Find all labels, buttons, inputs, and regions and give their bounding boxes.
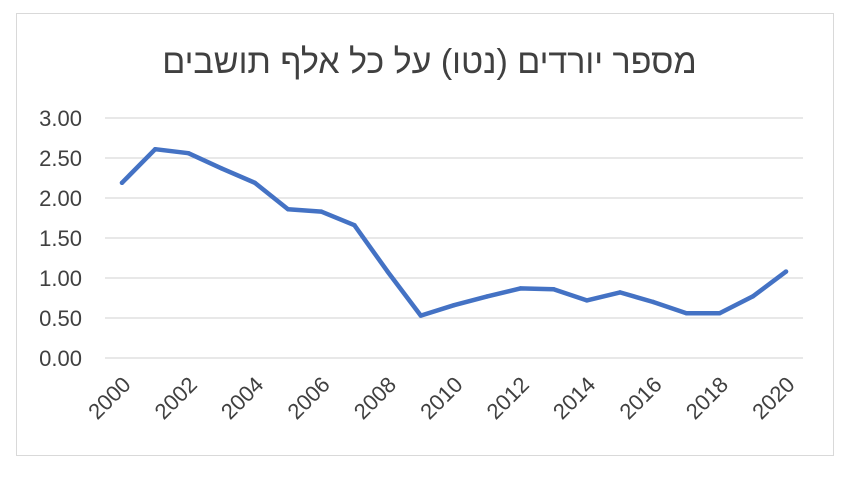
x-tick-label: 2000	[83, 372, 135, 424]
y-tick-label: 1.50	[39, 226, 82, 251]
x-tick-label: 2018	[681, 372, 733, 424]
data-point-2018	[717, 311, 722, 316]
data-point-2016	[651, 299, 656, 305]
data-points	[119, 147, 789, 318]
data-point-2008	[385, 269, 390, 274]
data-point-2011	[485, 294, 490, 299]
data-point-2005	[285, 207, 291, 212]
data-point-2000	[119, 180, 125, 185]
y-tick-label: 0.00	[39, 346, 82, 371]
data-point-2007	[352, 223, 357, 228]
data-point-2002	[186, 151, 191, 156]
data-point-2006	[319, 209, 324, 214]
x-tick-label: 2016	[614, 372, 666, 424]
y-tick-label: 3.00	[39, 106, 82, 131]
data-point-2013	[551, 287, 556, 292]
y-tick-label: 2.00	[39, 186, 82, 211]
data-point-2009	[418, 313, 423, 318]
x-axis-tick-labels: 2000 2002 2004 2006 2008 2010 2012 2014 2016 2018…	[83, 372, 799, 424]
y-tick-label: 2.50	[39, 146, 82, 171]
x-tick-label: 2012	[482, 372, 534, 424]
x-tick-label: 2006	[282, 372, 334, 424]
data-point-2019	[750, 294, 755, 299]
data-point-2015	[617, 290, 623, 295]
x-tick-label: 2008	[349, 372, 401, 424]
y-axis-tick-labels: 0.00 0.50 1.00 1.50 2.00 2.50 3.00	[39, 106, 82, 371]
data-point-2020	[783, 269, 789, 274]
data-point-2010	[451, 303, 457, 308]
gridlines	[105, 117, 803, 359]
x-tick-label: 2002	[150, 372, 202, 424]
data-point-2017	[684, 311, 689, 316]
x-tick-label: 2020	[747, 372, 799, 424]
chart-frame	[16, 13, 834, 456]
y-tick-label: 0.50	[39, 306, 82, 331]
data-point-2012	[518, 286, 523, 291]
x-tick-label: 2014	[548, 372, 600, 424]
data-point-2001	[153, 147, 158, 152]
y-tick-label: 1.00	[39, 266, 82, 291]
x-tick-label: 2004	[216, 372, 268, 424]
series-line	[119, 146, 789, 318]
data-point-2004	[252, 180, 257, 185]
chart-title: מספר יורדים (נטו) על כל אלף תושבים	[162, 43, 697, 81]
x-tick-label: 2010	[415, 372, 467, 424]
data-point-2003	[219, 166, 224, 171]
data-point-2014	[584, 298, 589, 303]
